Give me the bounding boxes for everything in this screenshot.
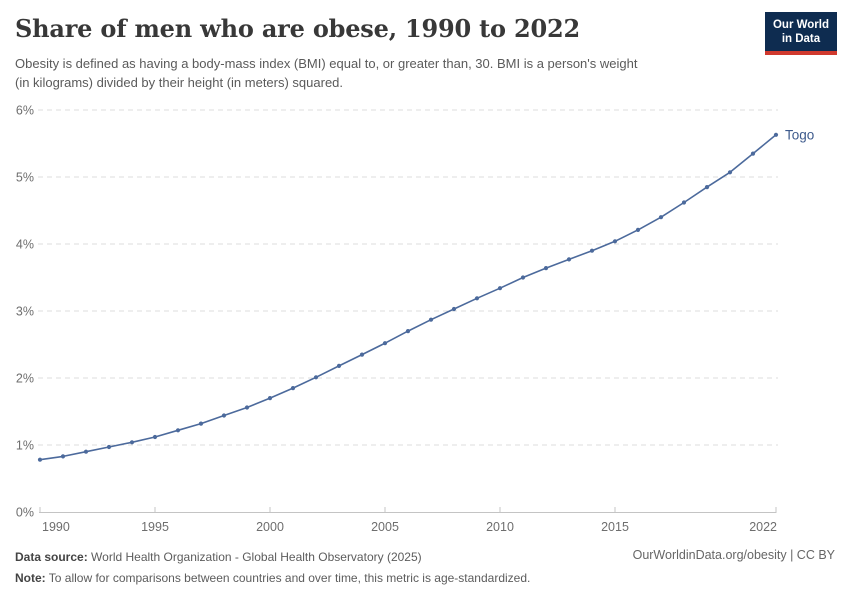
data-point bbox=[635, 227, 641, 232]
data-point bbox=[704, 185, 710, 190]
y-tick-label: 1% bbox=[16, 439, 34, 453]
data-point bbox=[244, 405, 250, 410]
data-point bbox=[566, 257, 572, 262]
chart-subtitle-line: (in kilograms) divided by their height (… bbox=[15, 75, 344, 90]
data-point bbox=[37, 457, 43, 462]
data-point bbox=[290, 386, 296, 391]
y-tick-label: 4% bbox=[16, 238, 34, 252]
data-point bbox=[520, 275, 526, 280]
data-point bbox=[106, 444, 112, 450]
data-source-label: Data source: bbox=[15, 550, 88, 564]
x-tick-label: 1990 bbox=[42, 520, 70, 534]
owid-logo-text-line1: Our World bbox=[772, 19, 829, 31]
data-point bbox=[359, 352, 365, 357]
y-tick-label: 5% bbox=[16, 171, 34, 185]
data-point bbox=[428, 317, 434, 322]
x-tick-label: 2005 bbox=[371, 520, 399, 534]
x-tick-label: 2000 bbox=[256, 520, 284, 534]
x-tick-label: 2022 bbox=[749, 520, 777, 534]
data-point bbox=[589, 248, 595, 253]
x-tick-label: 1995 bbox=[141, 520, 169, 534]
data-point bbox=[336, 363, 342, 368]
y-tick-label: 6% bbox=[16, 104, 34, 118]
x-tick-label: 2015 bbox=[601, 520, 629, 534]
footer-link[interactable]: OurWorldinData.org/obesity | CC BY bbox=[632, 548, 835, 562]
y-tick-label: 3% bbox=[16, 305, 34, 319]
data-point bbox=[773, 132, 779, 137]
note-label: Note: bbox=[15, 571, 46, 585]
data-point bbox=[474, 296, 480, 301]
data-point bbox=[60, 454, 66, 459]
data-point bbox=[681, 200, 687, 205]
y-tick-label: 2% bbox=[16, 372, 34, 386]
data-point bbox=[152, 434, 158, 440]
data-point bbox=[658, 215, 664, 220]
data-point bbox=[750, 151, 756, 156]
data-point bbox=[313, 375, 319, 380]
series-label-togo[interactable]: Togo bbox=[785, 127, 814, 142]
data-point bbox=[405, 329, 411, 334]
chart-subtitle-line: Obesity is defined as having a body-mass… bbox=[15, 56, 638, 71]
page-title: Share of men who are obese, 1990 to 2022 bbox=[15, 14, 581, 43]
note-line: Note: To allow for comparisons between c… bbox=[15, 568, 835, 589]
owid-logo[interactable]: Our World in Data bbox=[764, 12, 837, 55]
data-point bbox=[382, 341, 388, 346]
data-point bbox=[198, 421, 204, 426]
owid-logo-text-line2: in Data bbox=[781, 33, 821, 45]
x-tick-label: 2010 bbox=[486, 520, 514, 534]
data-point bbox=[497, 286, 503, 291]
chart-subtitle: Obesity is defined as having a body-mass… bbox=[15, 54, 745, 92]
chart-footer: Data source: World Health Organization -… bbox=[15, 547, 835, 589]
series-line-togo bbox=[39, 134, 777, 461]
data-point bbox=[451, 306, 457, 312]
data-point bbox=[727, 170, 733, 175]
data-point bbox=[543, 266, 549, 271]
data-point bbox=[83, 449, 89, 454]
note-text: To allow for comparisons between countri… bbox=[45, 571, 531, 585]
data-point bbox=[267, 396, 273, 401]
data-point bbox=[612, 239, 618, 244]
data-source-text: World Health Organization - Global Healt… bbox=[87, 550, 422, 564]
data-point bbox=[221, 413, 227, 418]
y-tick-label: 0% bbox=[16, 506, 34, 520]
data-source-line: Data source: World Health Organization -… bbox=[15, 547, 835, 568]
data-point bbox=[129, 440, 135, 445]
data-point bbox=[175, 428, 181, 433]
